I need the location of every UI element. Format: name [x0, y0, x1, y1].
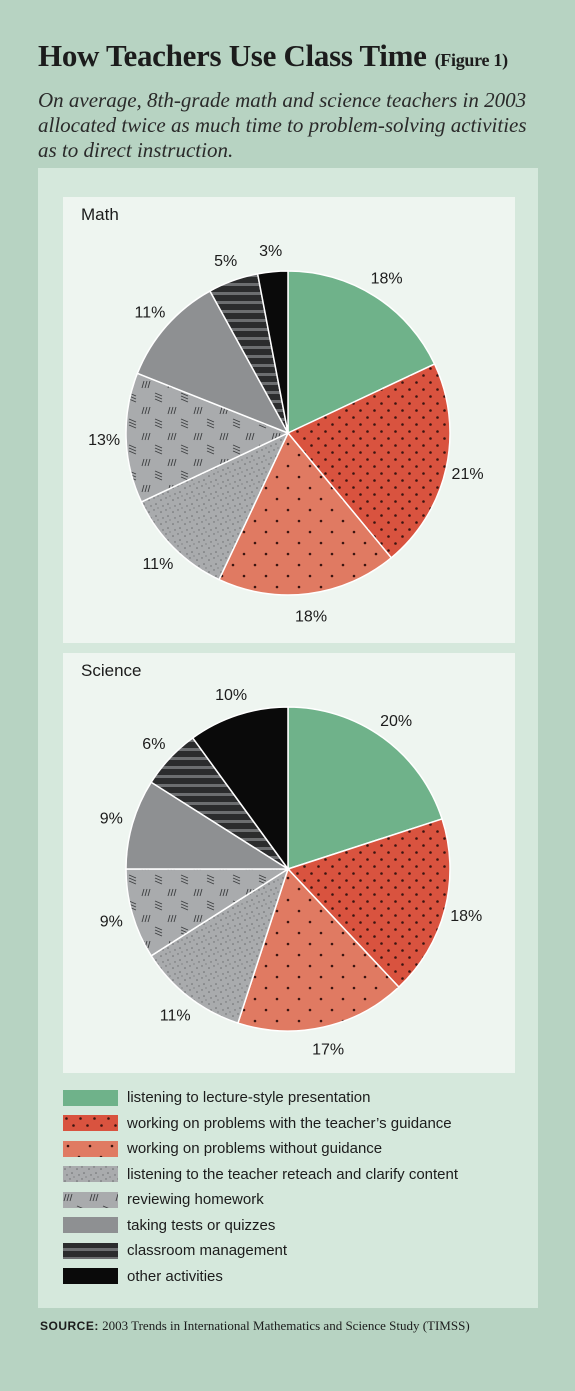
- science-slice-label-other: 10%: [215, 687, 247, 704]
- legend-label: listening to the teacher reteach and cla…: [127, 1165, 459, 1183]
- figure-label: (Figure 1): [434, 50, 508, 70]
- legend-item: working on problems without guidance: [63, 1136, 523, 1162]
- math-slice-tests: [136, 290, 290, 435]
- math-slice-label-management: 5%: [214, 253, 237, 270]
- legend-swatch: [63, 1140, 118, 1157]
- math-slice-other: [256, 270, 289, 434]
- legend-item: working on problems with the teacher’s g…: [63, 1111, 523, 1137]
- math-slice-homework: [125, 372, 290, 503]
- legend-item: reviewing homework: [63, 1187, 523, 1213]
- math-slice-label-lecture: 18%: [371, 271, 403, 288]
- legend-swatch: [63, 1166, 118, 1183]
- science-slice-unguided-problems: [236, 867, 400, 1032]
- legend-label: reviewing homework: [127, 1191, 264, 1209]
- math-pie-chart: 18% 21% 18% 11% 13% 11% 5% 3%: [88, 243, 484, 626]
- math-slice-reteach: [140, 431, 290, 581]
- math-slice-lecture: [287, 270, 436, 435]
- math-slice-label-tests: 11%: [135, 304, 166, 321]
- legend-item: listening to the teacher reteach and cla…: [63, 1162, 523, 1188]
- legend-label: other activities: [127, 1267, 223, 1285]
- science-slice-label-homework: 9%: [100, 913, 123, 930]
- science-chart-title: Science: [81, 661, 142, 680]
- science-slice-label-management: 6%: [142, 736, 165, 753]
- science-pie-chart: 20% 18% 17% 11% 9% 9% 6% 10%: [100, 687, 482, 1059]
- legend-swatch: [63, 1268, 118, 1285]
- legend-swatch: [63, 1089, 118, 1106]
- math-slice-label-other: 3%: [259, 243, 282, 260]
- science-slice-label-unguided-problems: 17%: [312, 1042, 344, 1059]
- math-slice-label-unguided-problems: 18%: [295, 609, 327, 626]
- legend-label: listening to lecture-style presentation: [127, 1089, 371, 1107]
- legend-swatch: [63, 1242, 118, 1259]
- legend-label: working on problems without guidance: [127, 1140, 383, 1158]
- science-chart-panel: Science 20% 18% 17% 11% 9% 9% 6% 10%: [63, 653, 515, 1073]
- math-chart-panel: Math 18% 21% 18% 11% 13% 11% 5% 3%: [63, 197, 515, 643]
- science-slice-label-lecture: 20%: [380, 713, 412, 730]
- legend-swatch: [63, 1191, 118, 1208]
- legend-label: classroom management: [127, 1242, 288, 1260]
- legend-item: classroom management: [63, 1238, 523, 1264]
- math-slice-unguided-problems: [218, 431, 393, 596]
- source-label: SOURCE:: [40, 1319, 99, 1333]
- science-slice-homework: [125, 868, 291, 957]
- legend-item: listening to lecture-style presentation: [63, 1085, 523, 1111]
- legend-item: taking tests or quizzes: [63, 1213, 523, 1239]
- source-note: SOURCE: 2003 Trends in International Mat…: [40, 1318, 470, 1334]
- science-slice-other: [191, 706, 289, 872]
- legend-swatch: [63, 1115, 118, 1132]
- math-slice-label-reteach: 11%: [142, 556, 173, 573]
- science-slice-tests: [125, 781, 291, 870]
- science-slice-reteach: [150, 867, 290, 1025]
- math-chart-title: Math: [81, 205, 119, 224]
- science-slice-lecture: [287, 706, 444, 871]
- legend-item: other activities: [63, 1264, 523, 1290]
- math-slice-label-guided-problems: 21%: [452, 466, 484, 483]
- math-slice-guided-problems: [286, 363, 451, 559]
- legend-label: working on problems with the teacher’s g…: [127, 1114, 452, 1132]
- science-slice-guided-problems: [286, 817, 451, 989]
- title-text: How Teachers Use Class Time: [38, 38, 427, 73]
- legend-swatch: [63, 1217, 118, 1234]
- science-slice-label-tests: 9%: [100, 811, 123, 828]
- math-slice-label-homework: 13%: [88, 432, 120, 449]
- science-slice-label-guided-problems: 18%: [450, 908, 482, 925]
- page-title: How Teachers Use Class Time (Figure 1): [38, 38, 508, 74]
- legend: listening to lecture-style presentation …: [63, 1085, 523, 1289]
- legend-label: taking tests or quizzes: [127, 1216, 276, 1234]
- subtitle: On average, 8th-grade math and science t…: [38, 88, 527, 162]
- source-text: 2003 Trends in International Mathematics…: [102, 1318, 470, 1333]
- science-slice-label-reteach: 11%: [160, 1007, 191, 1024]
